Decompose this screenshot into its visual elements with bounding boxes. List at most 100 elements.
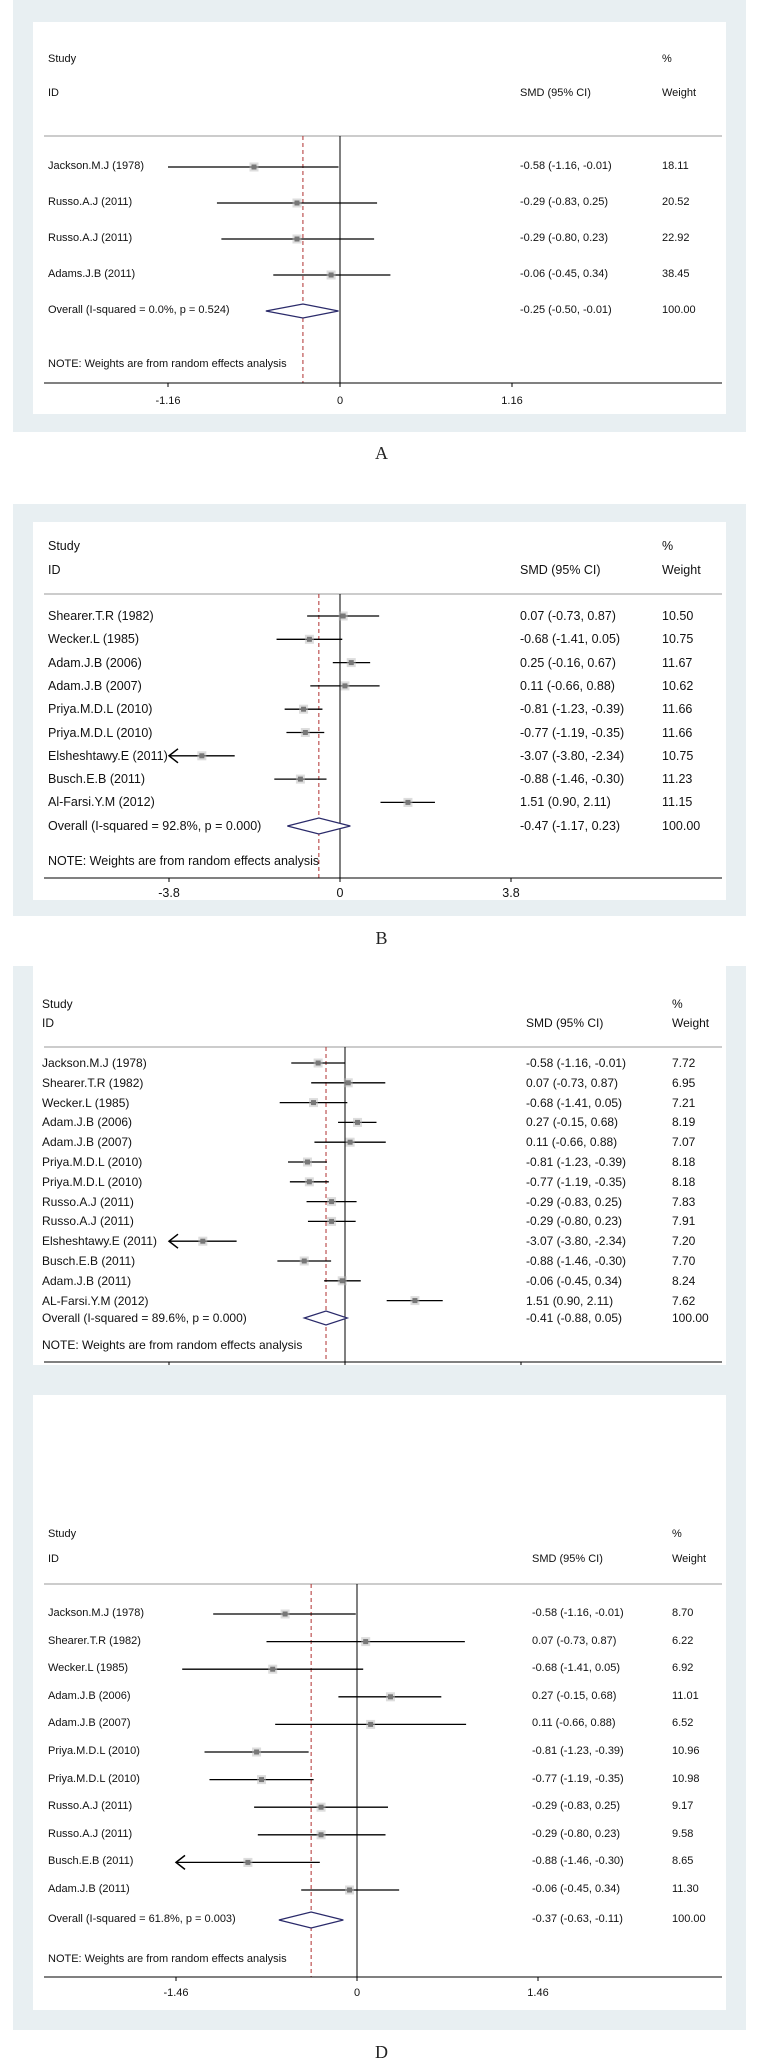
ci-value: 0.25 (-0.16, 0.67) — [520, 655, 616, 670]
weights-note: NOTE: Weights are from random effects an… — [48, 854, 320, 868]
header-weight: Weight — [672, 1553, 707, 1565]
ci-value: 1.51 (0.90, 2.11) — [520, 795, 611, 810]
weight-value: 8.19 — [672, 1115, 696, 1130]
weight-box — [198, 1236, 208, 1246]
study-label: Wecker.L (1985) — [48, 1662, 129, 1675]
plot-area — [33, 966, 726, 1386]
weight-box — [366, 1719, 376, 1729]
header-pct: % — [672, 997, 683, 1011]
weight-box — [299, 704, 309, 714]
study-label: Busch.E.B (2011) — [48, 772, 146, 787]
ci-value: -0.06 (-0.45, 0.34) — [520, 268, 609, 280]
weight-value: 10.96 — [672, 1745, 700, 1757]
weight-value: 7.70 — [672, 1254, 696, 1268]
ci-value: -0.29 (-0.83, 0.25) — [532, 1800, 621, 1813]
overall-weight-value: 100.00 — [662, 819, 701, 833]
ci-value: -0.81 (-1.23, -0.39) — [520, 702, 625, 717]
study-label: Jackson.M.J (1978) — [48, 160, 144, 172]
overall-label: Overall (I-squared = 89.6%, p = 0.000) — [42, 1311, 247, 1325]
study-label: Adam.J.B (2006) — [48, 655, 142, 670]
ci-value: -0.29 (-0.80, 0.23) — [532, 1827, 621, 1840]
weight-value: 8.65 — [672, 1855, 694, 1868]
weight-value: 11.30 — [672, 1883, 699, 1895]
ci-value: -0.58 (-1.16, -0.01) — [532, 1607, 624, 1619]
ci-value: -0.29 (-0.80, 0.23) — [520, 232, 609, 244]
panel-caption: A — [375, 443, 388, 463]
study-label: Adam.J.B (2006) — [42, 1115, 133, 1130]
ci-value: -0.29 (-0.80, 0.23) — [526, 1214, 623, 1229]
weight-box — [299, 1256, 309, 1266]
weight-value: 8.18 — [672, 1174, 696, 1189]
overall-label: Overall (I-squared = 92.8%, p = 0.000) — [48, 819, 262, 833]
study-label: Priya.M.D.L (2010) — [48, 702, 153, 717]
header-study: Study — [48, 53, 77, 65]
ci-value: -0.58 (-1.16, -0.01) — [520, 160, 612, 172]
plot-area — [33, 1395, 726, 2010]
weights-note: NOTE: Weights are from random effects an… — [48, 358, 287, 370]
weight-box — [292, 198, 302, 208]
weights-note: NOTE: Weights are from random effects an… — [42, 1338, 303, 1352]
study-label: Al-Farsi.Y.M (2012) — [48, 795, 155, 810]
header-weight: Weight — [672, 1016, 710, 1030]
x-tick-label: 0 — [353, 1987, 361, 1999]
header-smd: SMD (95% CI) — [520, 87, 591, 99]
panel-caption: D — [375, 2042, 388, 2062]
overall-label: Overall (I-squared = 61.8%, p = 0.003) — [48, 1913, 236, 1925]
study-label: Priya.M.D.L (2010) — [42, 1155, 143, 1169]
truncation-arrow — [167, 1233, 179, 1249]
ci-value: -0.29 (-0.83, 0.25) — [526, 1194, 623, 1209]
weight-value: 10.62 — [662, 678, 694, 693]
weight-value: 6.22 — [672, 1634, 694, 1647]
ci-value: 0.27 (-0.15, 0.68) — [532, 1689, 617, 1702]
x-tick-label: 0 — [336, 886, 344, 900]
header-weight: Weight — [662, 87, 697, 99]
forest-panel-d — [13, 1365, 746, 2030]
overall-ci-value: -0.47 (-1.17, 0.23) — [520, 819, 621, 833]
study-label: Jackson.M.J (1978) — [48, 1607, 144, 1619]
x-tick-label: 1.46 — [527, 1987, 549, 1999]
weight-value: 11.67 — [662, 655, 693, 670]
weight-value: 8.18 — [672, 1155, 696, 1169]
study-label: Russo.A.J (2011) — [48, 1800, 133, 1813]
weight-value: 7.07 — [672, 1135, 696, 1150]
weight-box — [327, 1197, 337, 1207]
ci-value: -0.77 (-1.19, -0.35) — [520, 725, 625, 740]
forest-panel-b — [13, 504, 746, 916]
study-label: Priya.M.D.L (2010) — [48, 1772, 140, 1785]
ci-value: 1.51 (0.90, 2.11) — [526, 1293, 614, 1308]
forest-panel-c — [13, 966, 746, 1404]
study-label: Adam.J.B (2007) — [42, 1135, 133, 1150]
ci-value: 0.27 (-0.15, 0.68) — [526, 1115, 619, 1130]
weight-value: 7.21 — [672, 1095, 696, 1110]
header-id: ID — [42, 1016, 54, 1030]
ci-value: 0.11 (-0.66, 0.88) — [520, 678, 615, 693]
weight-box — [243, 1857, 253, 1867]
header-id: ID — [48, 87, 59, 99]
weight-box — [309, 1098, 319, 1108]
x-tick-label: -3.8 — [158, 886, 180, 900]
study-label: Busch.E.B (2011) — [42, 1254, 136, 1268]
header-id: ID — [48, 563, 61, 577]
weight-value: 11.66 — [662, 725, 693, 740]
study-label: Priya.M.D.L (2010) — [48, 1745, 140, 1757]
study-label: Adam.J.B (2007) — [48, 678, 142, 693]
header-smd: SMD (95% CI) — [526, 1016, 604, 1030]
study-label: Shearer.T.R (1982) — [48, 1634, 141, 1647]
header-smd: SMD (95% CI) — [532, 1553, 603, 1565]
ci-value: 0.11 (-0.66, 0.88) — [532, 1717, 616, 1730]
weight-box — [353, 1117, 363, 1127]
study-label: Russo.A.J (2011) — [42, 1214, 134, 1229]
study-label: Jackson.M.J (1978) — [42, 1056, 147, 1070]
header-smd: SMD (95% CI) — [520, 563, 601, 577]
ci-value: 0.07 (-0.73, 0.87) — [520, 609, 616, 623]
weight-box — [295, 774, 305, 784]
weight-box — [337, 1276, 347, 1286]
study-label: Shearer.T.R (1982) — [48, 609, 154, 623]
header-study: Study — [48, 1528, 77, 1540]
plot-area — [33, 22, 726, 414]
study-label: Priya.M.D.L (2010) — [48, 725, 153, 740]
weight-box — [304, 634, 314, 644]
weight-box — [292, 234, 302, 244]
